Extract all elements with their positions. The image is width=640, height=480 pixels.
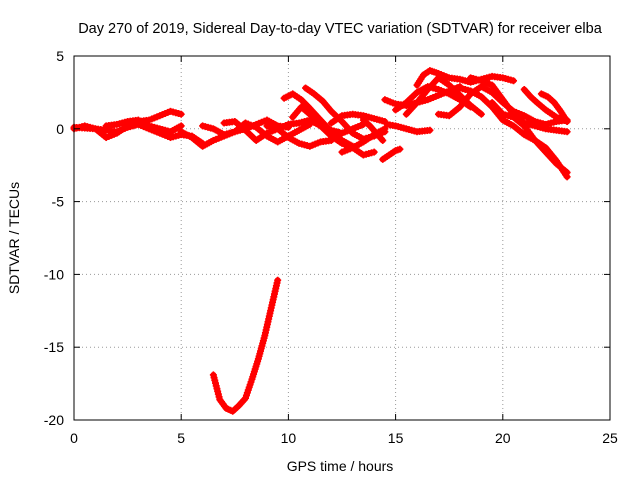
- y-tick-label: -5: [52, 194, 65, 210]
- series-track-23: [488, 99, 571, 176]
- x-tick-label: 10: [281, 430, 297, 446]
- x-tick-label: 5: [177, 430, 185, 446]
- y-tick-label: -10: [44, 266, 64, 282]
- x-tick-label: 25: [602, 430, 618, 446]
- series-track-3: [102, 116, 185, 136]
- x-tick-label: 0: [70, 430, 78, 446]
- series-track-13: [359, 116, 387, 144]
- y-tick-label: 0: [56, 121, 64, 137]
- axis-ticks: [73, 55, 611, 421]
- grid: [74, 56, 610, 420]
- series-line: [210, 277, 281, 415]
- x-axis-title: GPS time / hours: [287, 458, 394, 474]
- series-track-11: [327, 110, 389, 127]
- series-track-14: [379, 145, 404, 163]
- x-tick-label: 15: [388, 430, 404, 446]
- series-track-26: [209, 276, 282, 415]
- series-track-9: [289, 103, 378, 159]
- series-track-15: [383, 120, 434, 136]
- y-tick-label: -20: [44, 412, 64, 428]
- chart-title: Day 270 of 2019, Sidereal Day-to-day VTE…: [78, 21, 603, 37]
- series-track-25: [537, 90, 571, 126]
- series-layer: [70, 67, 571, 415]
- y-axis-title: SDTVAR / TECUs: [6, 182, 22, 294]
- x-tick-label: 20: [495, 430, 511, 446]
- tick-labels: 0 5 10 15 20 25 5 0 -5 -10 -15 -20: [44, 48, 618, 446]
- y-tick-label: 5: [56, 48, 64, 64]
- y-tick-label: -15: [44, 339, 64, 355]
- plot-frame: [73, 55, 611, 421]
